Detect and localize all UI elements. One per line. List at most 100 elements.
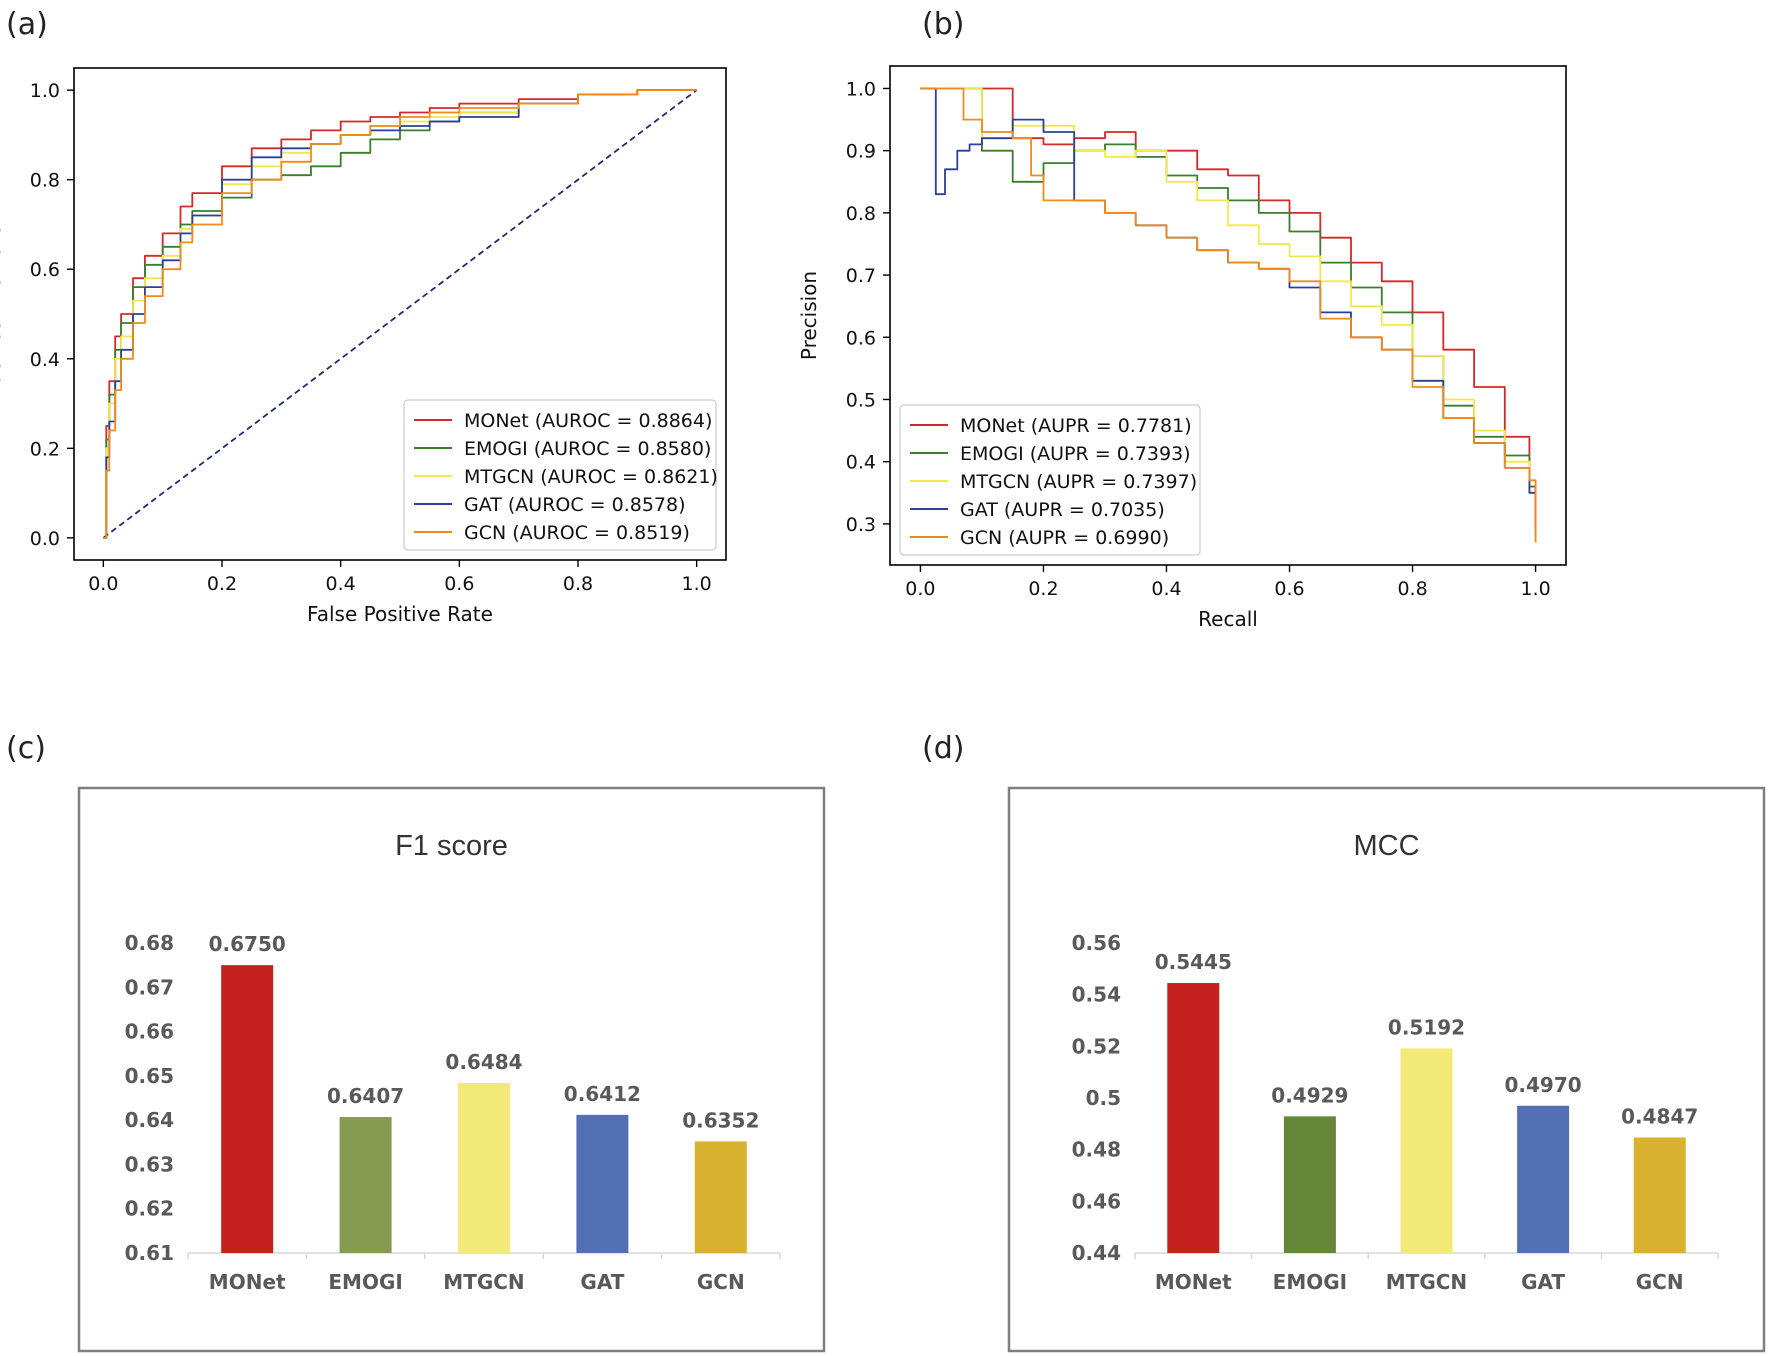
x-axis-label: Recall xyxy=(1198,607,1258,631)
data-label-monet: 0.6750 xyxy=(209,932,286,956)
bar-mtgcn xyxy=(458,1082,510,1253)
legend-label-mtgcn: MTGCN (AUPR = 0.7397) xyxy=(960,471,1197,493)
y-tick-label: 0.7 xyxy=(846,265,876,287)
series-line-gcn xyxy=(920,87,1537,543)
data-label-gcn: 0.6352 xyxy=(682,1108,759,1132)
y-tick-label: 0.54 xyxy=(1072,983,1121,1007)
y-tick-label: 0.2 xyxy=(30,438,60,460)
category-label-gcn: GCN xyxy=(1636,1270,1684,1294)
y-tick-label: 0.5 xyxy=(846,389,876,411)
y-tick-label: 0.62 xyxy=(125,1197,174,1221)
data-label-mtgcn: 0.6484 xyxy=(445,1050,522,1074)
legend-label-emogi: EMOGI (AUPR = 0.7393) xyxy=(960,443,1191,465)
x-tick-label: 0.2 xyxy=(1028,578,1058,600)
y-tick-label: 0.9 xyxy=(846,141,876,163)
x-tick-label: 0.6 xyxy=(1274,578,1304,600)
y-tick-label: 0.5 xyxy=(1086,1086,1121,1110)
x-tick-label: 0.8 xyxy=(1397,578,1427,600)
bar-emogi xyxy=(339,1117,392,1253)
category-label-mtgcn: MTGCN xyxy=(1386,1270,1467,1294)
data-label-emogi: 0.4929 xyxy=(1271,1083,1348,1107)
x-axis-label: False Positive Rate xyxy=(307,602,493,626)
bar-monet xyxy=(1167,983,1220,1253)
y-tick-label: 0.65 xyxy=(125,1064,174,1088)
y-tick-label: 0.44 xyxy=(1072,1241,1121,1265)
y-axis-label: True Positive Rate xyxy=(0,225,5,404)
y-tick-label: 0.6 xyxy=(846,327,876,349)
legend-label-gcn: GCN (AUROC = 0.8519) xyxy=(464,522,690,544)
legend-label-monet: MONet (AUPR = 0.7781) xyxy=(960,415,1192,437)
mcc-bar-chart: MCC 0.44 0.46 0.48 0.5 0.52 0.54 0.56 0.5445 MONe… xyxy=(1007,786,1766,1353)
legend-label-gat: GAT (AUROC = 0.8578) xyxy=(464,494,686,516)
y-tick-label: 0.3 xyxy=(846,514,876,536)
bar-emogi xyxy=(1283,1116,1336,1253)
x-tick-label: 1.0 xyxy=(682,573,712,595)
data-label-monet: 0.5445 xyxy=(1155,950,1232,974)
series-line-mtgcn xyxy=(920,87,1537,537)
category-label-gat: GAT xyxy=(580,1270,624,1294)
chart-border xyxy=(1007,786,1766,1353)
plot-frame xyxy=(73,67,727,561)
y-tick-label: 1.0 xyxy=(846,78,876,100)
roc-chart: 0.0 0.2 0.4 0.6 0.8 1.0 0.0 0.2 0.4 0.6 0.8 1.0 Fals… xyxy=(0,67,727,626)
y-tick-label: 0.63 xyxy=(125,1152,174,1176)
data-label-gat: 0.4970 xyxy=(1505,1073,1582,1097)
y-tick-label: 0.4 xyxy=(30,349,60,371)
category-label-emogi: EMOGI xyxy=(328,1270,402,1294)
chart-title: MCC xyxy=(1353,830,1419,862)
bar-gcn xyxy=(1633,1137,1686,1253)
bar-gat xyxy=(576,1114,629,1253)
x-tick-label: 0.8 xyxy=(563,573,593,595)
legend-box xyxy=(899,404,1201,556)
legend-box xyxy=(403,399,717,551)
y-tick-label: 0.0 xyxy=(30,528,60,550)
y-tick-label: 0.46 xyxy=(1072,1189,1121,1213)
category-label-mtgcn: MTGCN xyxy=(443,1270,524,1294)
y-tick-label: 0.52 xyxy=(1072,1034,1121,1058)
y-tick-label: 0.4 xyxy=(846,452,876,474)
y-tick-label: 0.68 xyxy=(125,931,174,955)
pr-chart: 0.0 0.2 0.4 0.6 0.8 1.0 0.3 0.4 0.5 0.6 0.7 0.8 0.9 1… xyxy=(797,65,1567,631)
y-tick-label: 0.6 xyxy=(30,259,60,281)
legend-label-mtgcn: MTGCN (AUROC = 0.8621) xyxy=(464,466,718,488)
x-tick-label: 0.4 xyxy=(1151,578,1181,600)
category-label-gcn: GCN xyxy=(697,1270,745,1294)
bar-monet xyxy=(221,965,274,1253)
y-tick-label: 0.61 xyxy=(125,1241,174,1265)
data-label-gat: 0.6412 xyxy=(564,1082,641,1106)
y-tick-label: 0.8 xyxy=(846,203,876,225)
category-label-monet: MONet xyxy=(209,1270,286,1294)
series-line-gcn xyxy=(103,89,697,539)
data-label-gcn: 0.4847 xyxy=(1621,1105,1698,1129)
data-label-mtgcn: 0.5192 xyxy=(1388,1015,1465,1039)
y-axis-label: Precision xyxy=(797,271,821,360)
panel-label-c: (c) xyxy=(6,731,46,766)
legend-label-gcn: GCN (AUPR = 0.6990) xyxy=(960,527,1169,549)
legend-label-monet: MONet (AUROC = 0.8864) xyxy=(464,410,712,432)
y-tick-label: 0.66 xyxy=(125,1020,174,1044)
y-tick-label: 0.48 xyxy=(1072,1138,1121,1162)
y-tick-label: 0.8 xyxy=(30,170,60,192)
f1-bar-chart: F1 score 0.61 0.62 0.63 0.64 0.65 0.66 0.67 0.68… xyxy=(77,786,826,1353)
bar-mtgcn xyxy=(1400,1048,1453,1253)
y-tick-label: 1.0 xyxy=(30,80,60,102)
x-tick-label: 0.0 xyxy=(88,573,118,595)
legend-label-gat: GAT (AUPR = 0.7035) xyxy=(960,499,1165,521)
y-tick-label: 0.64 xyxy=(125,1108,174,1132)
x-tick-label: 0.2 xyxy=(207,573,237,595)
x-tick-label: 1.0 xyxy=(1520,578,1550,600)
x-tick-label: 0.4 xyxy=(326,573,356,595)
panel-label-d: (d) xyxy=(922,731,964,766)
data-label-emogi: 0.6407 xyxy=(327,1084,404,1108)
y-tick-label: 0.56 xyxy=(1072,931,1121,955)
plot-frame xyxy=(889,65,1567,566)
chart-title: F1 score xyxy=(395,830,508,862)
x-tick-label: 0.0 xyxy=(905,578,935,600)
bar-gat xyxy=(1517,1105,1570,1253)
panel-label-b: (b) xyxy=(922,7,964,42)
category-label-monet: MONet xyxy=(1155,1270,1232,1294)
bar-gcn xyxy=(694,1141,747,1253)
x-tick-label: 0.6 xyxy=(444,573,474,595)
diagonal-reference-line xyxy=(102,89,698,539)
